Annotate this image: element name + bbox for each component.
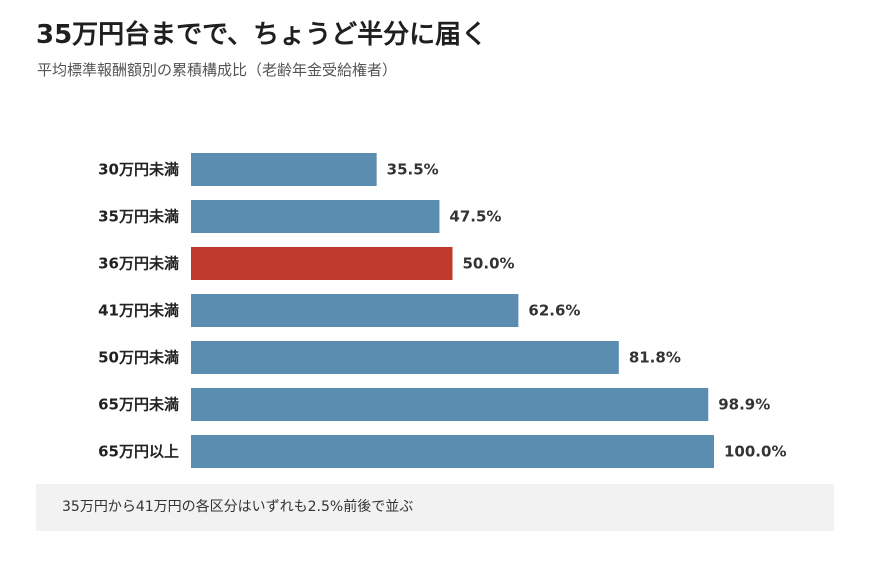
bar: [191, 388, 709, 421]
value-label: 62.6%: [528, 302, 580, 320]
category-label: 65万円以上: [98, 443, 179, 461]
bar-highlighted: [191, 247, 453, 280]
bar: [191, 200, 440, 233]
note-text: 35万円から41万円の各区分はいずれも2.5%前後で並ぶ: [62, 499, 414, 515]
chart-subtitle: 平均標準報酬額別の累積構成比（老齢年金受給権者）: [37, 61, 398, 79]
category-label: 36万円未満: [98, 255, 179, 273]
category-label: 50万円未満: [98, 349, 179, 367]
chart-title: 35万円台までで、ちょうど半分に届く: [36, 20, 488, 50]
value-label: 35.5%: [387, 161, 439, 179]
category-label: 35万円未満: [98, 208, 179, 226]
value-label: 98.9%: [718, 396, 770, 414]
category-label: 65万円未満: [98, 396, 179, 414]
category-label: 41万円未満: [98, 302, 179, 320]
bar: [191, 341, 619, 374]
bar: [191, 294, 519, 327]
note-box: 35万円から41万円の各区分はいずれも2.5%前後で並ぶ: [36, 484, 834, 531]
value-label: 50.0%: [463, 255, 515, 273]
bar: [191, 153, 377, 186]
bar: [191, 435, 714, 468]
value-label: 47.5%: [449, 208, 501, 226]
value-label: 100.0%: [724, 443, 786, 461]
value-label: 81.8%: [629, 349, 681, 367]
category-label: 30万円未満: [98, 161, 179, 179]
